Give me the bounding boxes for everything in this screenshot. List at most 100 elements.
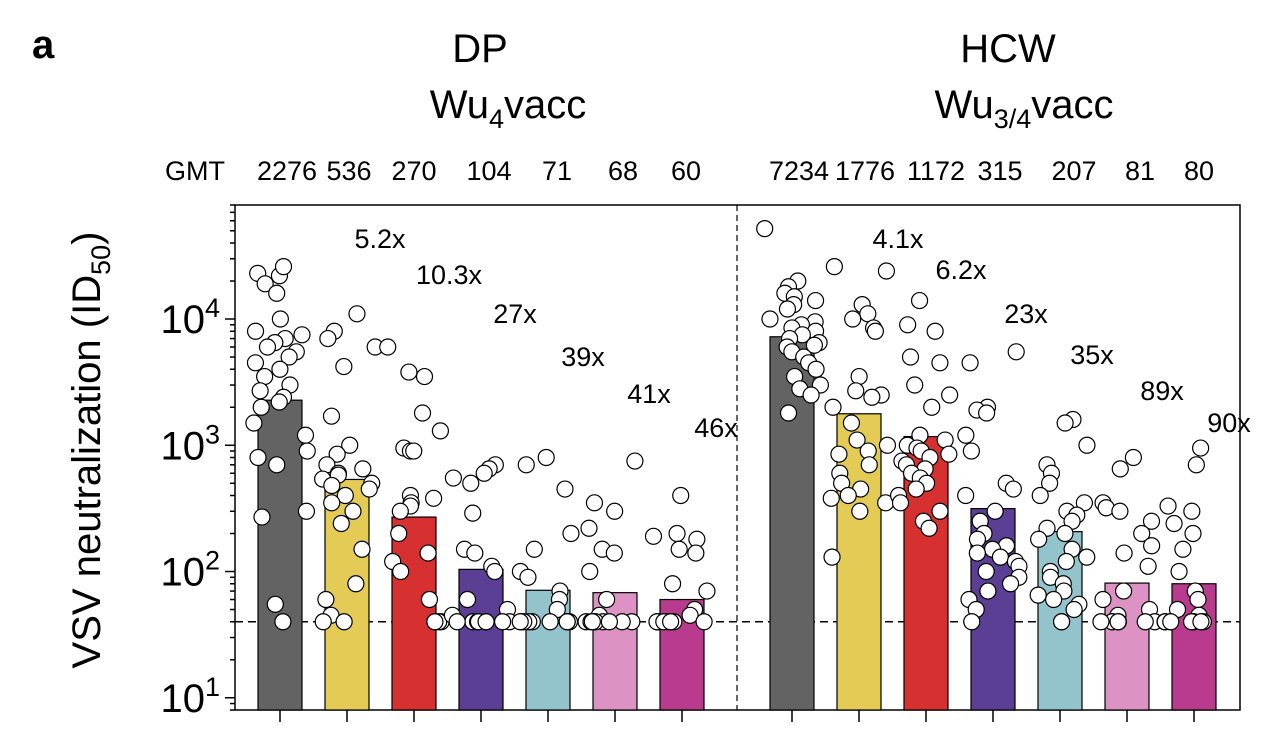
- data-point: [486, 562, 504, 581]
- gmt-value: 270: [391, 156, 436, 186]
- data-point: [687, 544, 705, 562]
- data-point: [426, 613, 444, 631]
- y-tick-label: 104: [160, 293, 220, 342]
- data-point: [296, 426, 315, 444]
- data-point: [961, 354, 979, 372]
- data-point: [246, 322, 265, 340]
- data-point: [1004, 480, 1022, 498]
- data-point: [1078, 548, 1096, 566]
- data-point: [1075, 494, 1093, 512]
- data-point: [920, 519, 938, 537]
- data-point: [802, 386, 820, 404]
- data-point: [756, 220, 774, 238]
- data-point: [562, 524, 580, 543]
- data-point: [400, 363, 418, 381]
- data-point: [537, 448, 555, 467]
- gmt-value: 1776: [835, 156, 895, 186]
- gmt-value: 68: [608, 156, 638, 186]
- data-point: [256, 367, 274, 386]
- panel-label: a: [32, 23, 55, 67]
- data-point: [681, 606, 699, 624]
- data-point: [877, 262, 896, 280]
- data-point: [336, 486, 354, 505]
- data-point: [249, 448, 267, 467]
- y-tick-label: 101: [160, 672, 220, 721]
- data-point: [847, 382, 865, 400]
- data-point: [936, 431, 954, 449]
- data-point: [322, 407, 341, 425]
- data-point: [319, 329, 337, 348]
- fold-change-label: 41x: [627, 379, 671, 409]
- data-point: [670, 540, 688, 558]
- data-point: [968, 544, 986, 562]
- data-point: [558, 613, 576, 631]
- data-point: [1114, 582, 1133, 600]
- fold-change-label: 4.1x: [872, 224, 924, 254]
- data-point: [517, 456, 535, 474]
- data-point: [1041, 474, 1059, 492]
- data-point: [1192, 613, 1210, 631]
- data-point: [431, 422, 450, 440]
- data-point: [1109, 613, 1127, 631]
- data-point: [258, 338, 277, 356]
- data-point: [448, 613, 466, 631]
- data-point: [335, 613, 353, 631]
- data-point: [830, 445, 848, 463]
- y-tick-label: 103: [160, 419, 220, 468]
- data-point: [464, 504, 482, 522]
- data-point: [1001, 575, 1020, 593]
- fold-change-label: 39x: [561, 342, 605, 372]
- data-point: [1142, 512, 1161, 530]
- fold-change-label: 90x: [1207, 408, 1251, 438]
- data-point: [266, 595, 284, 613]
- data-point: [986, 502, 1004, 520]
- data-point: [298, 442, 316, 460]
- data-point: [256, 275, 274, 293]
- data-point: [863, 388, 881, 406]
- data-point: [420, 590, 439, 609]
- data-point: [1052, 613, 1071, 631]
- data-point: [1124, 448, 1142, 467]
- data-point: [585, 494, 604, 512]
- data-point: [844, 310, 862, 328]
- data-point: [323, 476, 341, 495]
- data-point: [839, 486, 857, 505]
- data-point: [979, 582, 997, 600]
- data-point: [824, 398, 842, 416]
- data-point: [511, 613, 529, 631]
- data-point: [978, 404, 996, 422]
- data-point: [963, 613, 981, 631]
- data-point: [672, 486, 690, 505]
- data-point: [1031, 486, 1049, 505]
- data-point: [1143, 537, 1161, 555]
- gmt-value: 207: [1051, 156, 1096, 186]
- data-point: [851, 502, 869, 520]
- data-point: [663, 575, 682, 593]
- data-point: [822, 489, 840, 507]
- data-point: [923, 398, 941, 416]
- bar: [1104, 582, 1150, 711]
- data-point: [1094, 590, 1112, 609]
- data-point: [271, 310, 289, 328]
- data-point: [314, 613, 332, 631]
- data-point: [344, 502, 362, 520]
- data-point: [419, 544, 437, 562]
- bar: [458, 568, 504, 711]
- fold-change-label: 6.2x: [935, 255, 987, 285]
- data-point: [1111, 502, 1129, 520]
- group-title-dp: DP: [452, 27, 508, 71]
- data-point: [405, 442, 423, 460]
- data-point: [541, 613, 559, 631]
- data-point: [1045, 590, 1063, 609]
- data-point: [462, 474, 480, 492]
- data-point: [779, 404, 798, 422]
- data-point: [1187, 456, 1205, 474]
- data-point: [825, 258, 843, 276]
- data-point: [347, 575, 365, 593]
- data-point: [1192, 439, 1210, 457]
- data-point: [891, 494, 910, 512]
- data-point: [899, 316, 917, 334]
- data-point: [293, 326, 311, 344]
- fold-change-label: 23x: [1004, 299, 1048, 329]
- data-point: [341, 436, 359, 454]
